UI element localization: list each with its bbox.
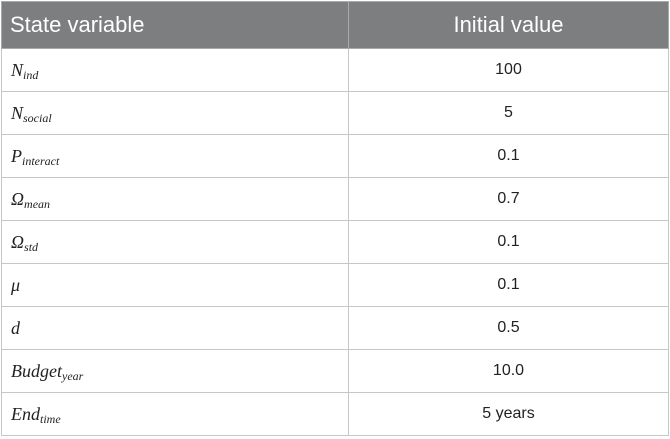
header-row: State variable Initial value <box>1 1 669 49</box>
initial-value-cell: 0.5 <box>348 306 669 350</box>
table-row: Endtime 5 years <box>1 392 669 436</box>
initial-value-cell: 0.1 <box>348 134 669 178</box>
variable-symbol: N <box>11 59 24 80</box>
state-variable-cell: Pinteract <box>1 134 349 178</box>
state-variable-cell: Nsocial <box>1 91 349 135</box>
state-variable-cell: d <box>1 306 349 350</box>
initial-value-cell: 0.1 <box>348 263 669 307</box>
table-row: Ωstd 0.1 <box>1 220 669 264</box>
variable-symbol: Ω <box>11 188 25 209</box>
variable-subscript: std <box>24 239 39 254</box>
variable-symbol: μ <box>11 274 21 295</box>
initial-value-cell: 0.1 <box>348 220 669 264</box>
initial-value-cell: 0.7 <box>348 177 669 221</box>
table-row: Ωmean 0.7 <box>1 177 669 221</box>
state-variable-cell: Endtime <box>1 392 349 436</box>
variable-symbol: d <box>11 317 20 338</box>
table-row: d 0.5 <box>1 306 669 350</box>
table-row: Nsocial 5 <box>1 91 669 135</box>
initial-value-cell: 100 <box>348 48 669 92</box>
table-row: Nind 100 <box>1 48 669 92</box>
state-variable-cell: Nind <box>1 48 349 92</box>
variable-subscript: ind <box>23 67 39 82</box>
variable-symbol: N <box>11 102 24 123</box>
state-variable-cell: Ωstd <box>1 220 349 264</box>
state-variable-cell: Budgetyear <box>1 349 349 393</box>
state-variable-cell: μ <box>1 263 349 307</box>
variable-symbol: Budget <box>11 360 62 381</box>
variable-symbol: P <box>11 145 22 166</box>
variable-subscript: social <box>23 110 52 125</box>
initial-value-cell: 5 <box>348 91 669 135</box>
header-state-variable: State variable <box>1 1 349 49</box>
variable-subscript: interact <box>22 153 60 168</box>
variable-symbol: End <box>11 403 40 424</box>
state-variable-cell: Ωmean <box>1 177 349 221</box>
variable-subscript: time <box>40 411 61 426</box>
initial-value-cell: 10.0 <box>348 349 669 393</box>
variable-subscript: mean <box>24 196 51 211</box>
table-row: Budgetyear 10.0 <box>1 349 669 393</box>
variable-symbol: Ω <box>11 231 25 252</box>
table-row: Pinteract 0.1 <box>1 134 669 178</box>
table-row: μ 0.1 <box>1 263 669 307</box>
initial-value-cell: 5 years <box>348 392 669 436</box>
variable-subscript: year <box>62 368 84 383</box>
header-initial-value: Initial value <box>348 1 669 49</box>
